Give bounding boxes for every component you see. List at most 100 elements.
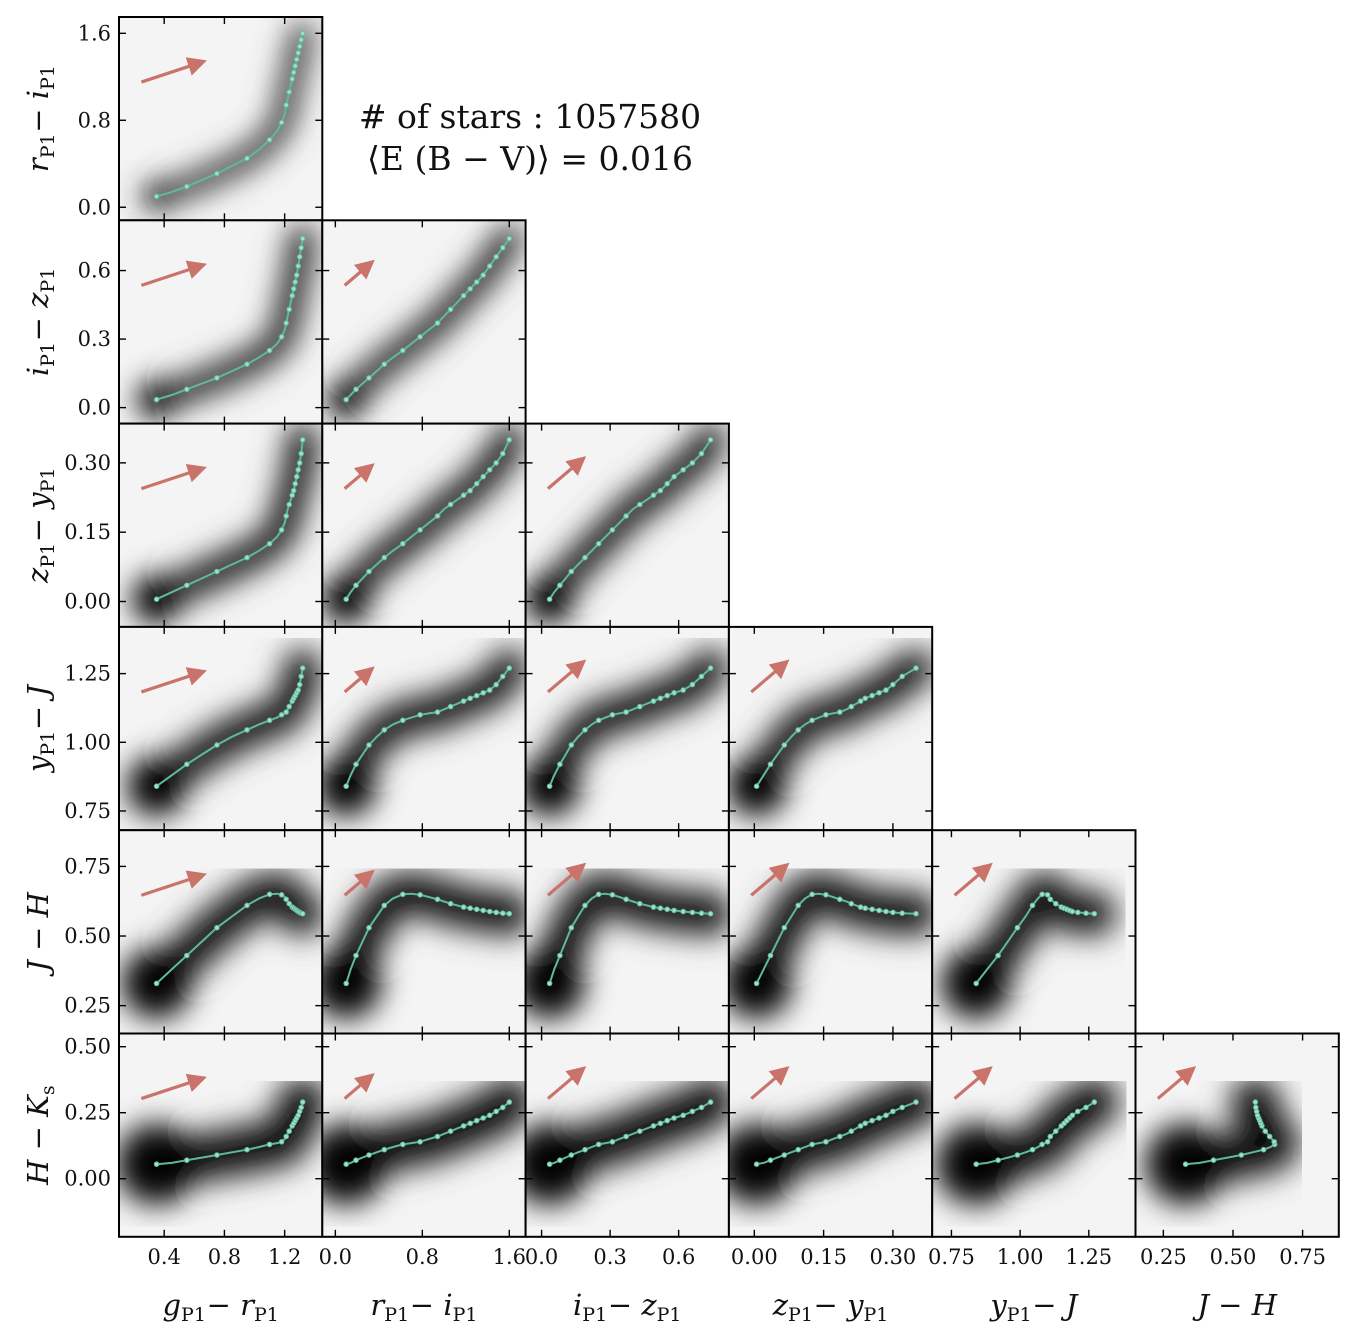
locus-point xyxy=(609,527,616,533)
locus-point xyxy=(244,902,250,909)
locus-point xyxy=(298,1104,305,1111)
y-axis-label-i-z: iP1 − zP1 xyxy=(21,268,59,376)
y-tick-label: 0.00 xyxy=(64,589,111,613)
locus-point xyxy=(557,1157,563,1163)
locus-point xyxy=(417,527,423,533)
locus-point xyxy=(353,386,359,393)
locus-point xyxy=(283,102,290,108)
locus-point xyxy=(506,910,513,917)
locus-point xyxy=(299,1099,306,1105)
locus-point xyxy=(266,891,273,898)
locus-point xyxy=(500,450,506,457)
locus-point xyxy=(823,712,829,718)
locus-point xyxy=(595,1141,602,1148)
x-tick-label: 0.0 xyxy=(525,1245,558,1269)
locus-point xyxy=(698,910,705,917)
locus-point xyxy=(767,761,774,768)
panel-J-H-vs-H-K xyxy=(1135,1033,1339,1237)
locus-point xyxy=(493,460,500,466)
locus-point xyxy=(366,568,372,575)
locus-point xyxy=(266,137,273,143)
locus-point xyxy=(973,980,980,987)
y-tick-label: 0.50 xyxy=(64,1035,111,1059)
panel-g-r-vs-z-y xyxy=(119,423,323,627)
locus-point xyxy=(500,244,506,251)
x-axis-label-J-H: J − H xyxy=(1192,1288,1277,1322)
locus-point xyxy=(244,155,250,162)
locus-point xyxy=(299,910,306,917)
locus-point xyxy=(857,904,864,910)
locus-point xyxy=(546,1161,553,1167)
locus-point xyxy=(493,681,500,688)
y-axis-label-r-i: rP1 − iP1 xyxy=(21,65,59,172)
locus-point xyxy=(278,119,285,126)
reddening-arrow xyxy=(343,259,375,287)
panel-i-z-vs-H-K xyxy=(525,1033,729,1237)
locus-point xyxy=(296,460,303,466)
locus-point xyxy=(473,279,480,285)
locus-point xyxy=(184,183,190,190)
panel-g-r-vs-H-K xyxy=(119,1033,323,1237)
locus-point xyxy=(153,396,160,403)
panel-z-y-vs-y-J xyxy=(728,626,933,831)
locus-point xyxy=(869,692,875,699)
y-tick-label: 0.25 xyxy=(64,1101,111,1125)
reddening-arrow xyxy=(343,1072,375,1100)
x-tick-label: 0.75 xyxy=(928,1245,975,1269)
reddening-arrow xyxy=(343,869,375,897)
locus-point xyxy=(400,540,406,547)
locus-point xyxy=(283,896,290,903)
locus-point xyxy=(381,727,388,733)
reddening-arrow xyxy=(546,659,587,694)
locus-point xyxy=(609,712,616,718)
locus-point xyxy=(286,1128,293,1134)
panel-frame xyxy=(1134,1032,1340,1238)
locus-point xyxy=(353,1157,359,1163)
locus-point xyxy=(447,1128,454,1134)
locus-point xyxy=(890,1108,896,1115)
locus-point xyxy=(1210,1157,1217,1163)
reddening-arrow xyxy=(140,463,207,491)
y-axis-label-H-K: H − Ks xyxy=(21,1085,59,1185)
locus-point xyxy=(890,909,896,916)
locus-point xyxy=(809,717,815,724)
locus-point xyxy=(467,905,474,912)
locus-point xyxy=(753,980,760,987)
y-axis-label-J-H: J − H xyxy=(21,891,55,976)
locus-point xyxy=(296,681,303,688)
x-tick-label: 1.00 xyxy=(997,1245,1044,1269)
x-tick-label: 0.75 xyxy=(1279,1245,1326,1269)
locus-point xyxy=(296,43,303,50)
panel-r-i-vs-J-H xyxy=(322,830,526,1034)
locus-point xyxy=(1075,1108,1081,1115)
annotation-line-1: # of stars : 1057580 xyxy=(359,97,701,136)
y-tick-label: 1.25 xyxy=(64,662,111,686)
locus-point xyxy=(184,761,190,768)
locus-point xyxy=(582,727,588,733)
locus-point xyxy=(447,703,454,710)
locus-point xyxy=(278,892,285,898)
locus-point xyxy=(467,487,474,494)
locus-point xyxy=(568,924,575,931)
locus-point xyxy=(913,1099,919,1105)
locus-point xyxy=(417,712,423,718)
reddening-arrow xyxy=(750,659,790,694)
locus-point xyxy=(286,501,293,508)
x-tick-label: 0.30 xyxy=(870,1245,917,1269)
reddening-arrow xyxy=(140,260,207,287)
locus-point xyxy=(546,783,553,790)
locus-point xyxy=(473,480,480,487)
locus-point xyxy=(876,1115,882,1121)
locus-point xyxy=(299,235,306,242)
locus-point xyxy=(707,437,714,443)
y-tick-label: 0.25 xyxy=(64,994,111,1018)
reddening-arrow xyxy=(140,1073,207,1101)
locus-point xyxy=(290,69,297,76)
y-tick-label: 1.00 xyxy=(64,730,111,754)
locus-point xyxy=(1069,908,1076,915)
locus-point xyxy=(913,665,919,671)
locus-point xyxy=(293,56,300,63)
locus-point xyxy=(486,1112,493,1119)
locus-point xyxy=(298,450,305,457)
locus-point xyxy=(837,709,843,715)
